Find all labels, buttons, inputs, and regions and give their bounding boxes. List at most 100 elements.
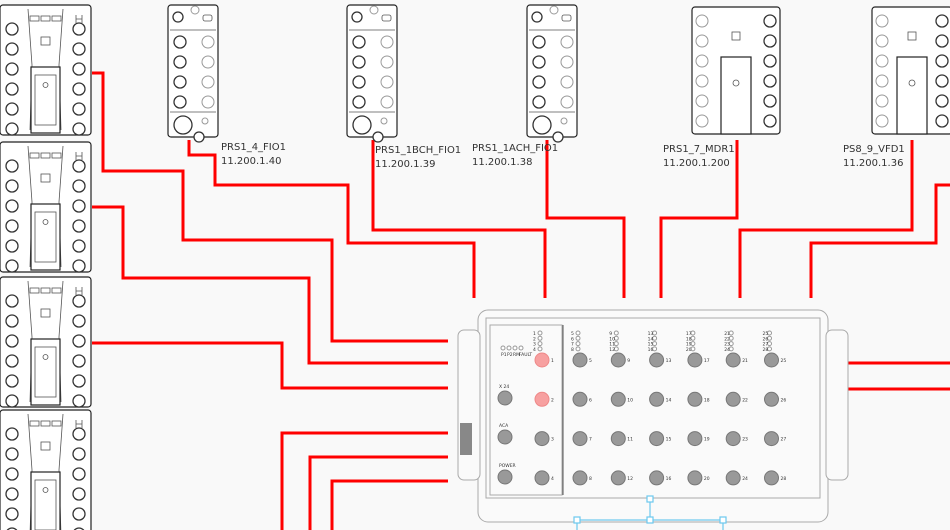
connector-port — [72, 487, 86, 501]
ethernet-port-17[interactable] — [687, 352, 703, 368]
network-cable[interactable] — [280, 431, 448, 530]
ethernet-port-10[interactable] — [610, 391, 626, 407]
port-led-label: 13 — [648, 331, 654, 337]
io-block-device[interactable] — [0, 4, 92, 136]
connector-port — [72, 102, 86, 116]
port-number: 15 — [666, 437, 672, 443]
ethernet-port-2[interactable] — [534, 391, 550, 407]
fieldbus-io-module[interactable] — [526, 4, 578, 143]
port — [201, 117, 209, 125]
ethernet-port-22[interactable] — [725, 391, 741, 407]
ethernet-port-3[interactable] — [534, 431, 550, 447]
ethernet-port-1[interactable] — [534, 352, 550, 368]
rotate-handle[interactable] — [646, 495, 654, 503]
ethernet-port-14[interactable] — [649, 391, 665, 407]
resize-handle-tr[interactable] — [719, 516, 727, 524]
ethernet-port-20[interactable] — [687, 470, 703, 486]
io-port — [201, 35, 215, 49]
logo-icon — [42, 82, 49, 88]
power-port — [352, 115, 372, 135]
connector-port — [72, 447, 86, 461]
ethernet-port-11[interactable] — [610, 431, 626, 447]
network-cable[interactable] — [371, 140, 547, 298]
network-cable[interactable] — [659, 140, 739, 298]
ethernet-port-4[interactable] — [534, 470, 550, 486]
io-port — [352, 35, 366, 49]
resize-handle-t[interactable] — [646, 516, 654, 524]
connector-port — [72, 374, 86, 388]
network-cable[interactable] — [545, 140, 626, 298]
network-cable[interactable] — [809, 183, 950, 298]
fieldbus-io-module[interactable] — [167, 4, 219, 143]
ethernet-port-18[interactable] — [687, 391, 703, 407]
ethernet-port-23[interactable] — [725, 431, 741, 447]
io-block-device[interactable] — [0, 409, 92, 530]
connector-port — [5, 487, 19, 501]
ethernet-port — [531, 11, 543, 23]
cover-plate — [34, 211, 57, 263]
ethernet-port-5[interactable] — [572, 352, 588, 368]
ethernet-port-12[interactable] — [610, 470, 626, 486]
device-label-prs1-4-fio1: PRS1_4_FIO1 11.200.1.40 — [221, 141, 286, 169]
network-cable[interactable] — [308, 455, 448, 530]
device-ip: 11.200.1.40 — [221, 156, 282, 167]
ethernet-port-6[interactable] — [572, 391, 588, 407]
network-cable[interactable] — [92, 341, 448, 390]
terminal-cover — [896, 56, 928, 135]
ethernet-port-21[interactable] — [725, 352, 741, 368]
ethernet-port-8[interactable] — [572, 470, 588, 486]
drive-module[interactable] — [871, 6, 950, 135]
io-port — [173, 75, 187, 89]
connector-port — [5, 374, 19, 388]
connector-port — [72, 159, 86, 173]
io-port — [560, 55, 574, 69]
port-led — [575, 341, 581, 347]
led-label: P1 — [501, 352, 507, 358]
device-name: PRS1_1BCH_FIO1 — [375, 145, 462, 156]
ethernet-port-13[interactable] — [649, 352, 665, 368]
selection-box[interactable] — [573, 495, 727, 530]
connector-port — [875, 14, 889, 28]
connector-aca[interactable] — [497, 429, 513, 445]
io-port — [380, 55, 394, 69]
device-ip: 11.200.1.38 — [472, 157, 533, 168]
ethernet-port-24[interactable] — [725, 470, 741, 486]
ethernet-port-16[interactable] — [649, 470, 665, 486]
connector-x24[interactable] — [497, 390, 513, 406]
network-cable[interactable] — [187, 140, 476, 298]
fieldbus-io-module[interactable] — [346, 4, 398, 143]
port — [190, 5, 200, 15]
ethernet-port-27[interactable] — [764, 431, 779, 447]
network-cable[interactable] — [92, 205, 448, 365]
ethernet-port-26[interactable] — [764, 391, 779, 407]
indicator — [51, 152, 62, 159]
io-block-device[interactable] — [0, 276, 92, 408]
network-cable[interactable] — [330, 479, 448, 530]
connector-port — [5, 294, 19, 308]
ground-terminal — [460, 423, 472, 455]
connector-port — [695, 54, 709, 68]
ethernet-port-25[interactable] — [764, 352, 779, 368]
logo-icon — [732, 79, 740, 87]
port-led — [575, 335, 581, 341]
port-number: 6 — [589, 397, 592, 403]
connector-power[interactable] — [497, 469, 513, 485]
ethernet-port-15[interactable] — [649, 431, 665, 447]
io-block-device[interactable] — [0, 141, 92, 273]
ethernet-port-28[interactable] — [764, 470, 779, 486]
drive-module[interactable] — [691, 6, 781, 135]
io-port — [201, 75, 215, 89]
network-cable[interactable] — [738, 140, 914, 298]
status-icon — [731, 31, 741, 41]
resize-handle-tl[interactable] — [573, 516, 581, 524]
connector-port — [72, 314, 86, 328]
connector-port — [5, 427, 19, 441]
network-cable[interactable] — [92, 71, 448, 343]
port-led — [690, 330, 696, 336]
logo-icon — [908, 79, 916, 87]
ethernet-port-19[interactable] — [687, 431, 703, 447]
ethernet-port-7[interactable] — [572, 431, 588, 447]
ethernet-port-9[interactable] — [610, 352, 626, 368]
